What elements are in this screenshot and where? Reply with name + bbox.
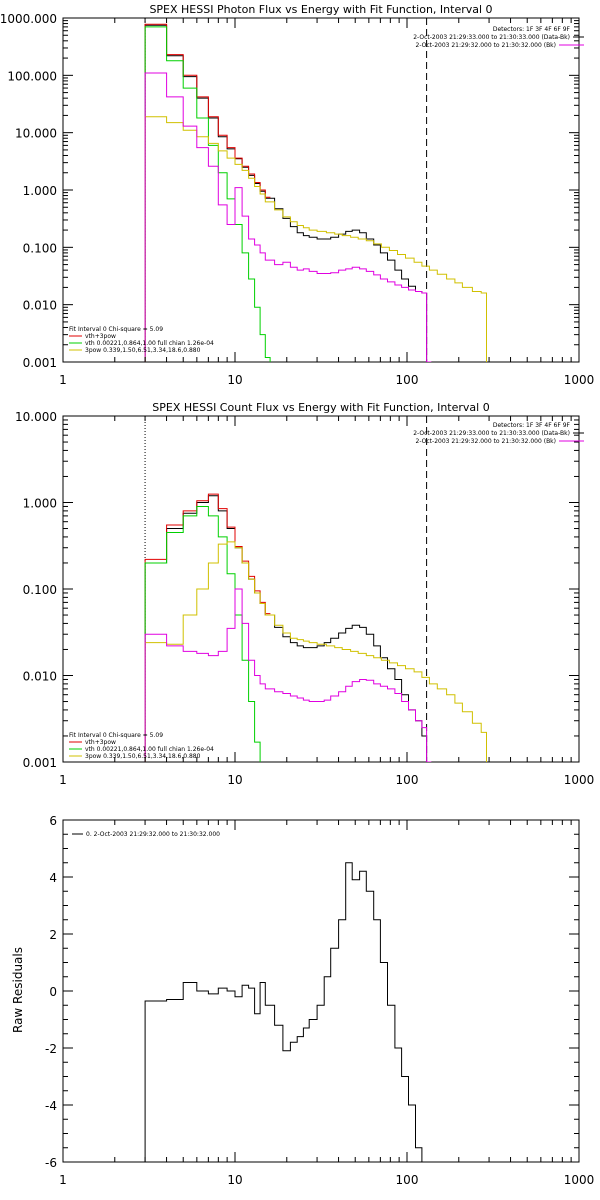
x-tick-label: 1000 bbox=[564, 773, 595, 787]
data-interval-label: 2-Oct-2003 21:29:33.000 to 21:30:33.000 … bbox=[413, 34, 570, 41]
count-flux-panel: SPEX HESSI Count Flux vs Energy with Fit… bbox=[15, 401, 594, 787]
x-tick-label: 10 bbox=[227, 373, 242, 387]
y-tick-label: 4 bbox=[49, 871, 57, 885]
y-tick-label: 0 bbox=[49, 985, 57, 999]
detectors-label: Detectors: 1F 3F 4F 6F 9F bbox=[493, 422, 571, 429]
fit-interval-label: Fit Interval 0 Chi-square = 5.09 bbox=[69, 326, 163, 333]
x-tick-label: 10 bbox=[227, 773, 242, 787]
residuals-ylabel: Raw Residuals bbox=[11, 947, 25, 1033]
x-tick-label: 100 bbox=[396, 373, 419, 387]
y-tick-label: 10.000 bbox=[15, 127, 57, 141]
series-vth bbox=[144, 506, 261, 762]
count-flux-ticks: 1 10 100 1000 0.001 0.010 0.100 1.000 10.000 bbox=[15, 410, 594, 787]
count-fit-legend: Fit Interval 0 Chi-square = 5.09 vth+3po… bbox=[69, 732, 214, 760]
y-tick-label: 0.100 bbox=[23, 241, 57, 255]
count-flux-info: Detectors: 1F 3F 4F 6F 9F 2-Oct-2003 21:… bbox=[413, 422, 584, 445]
x-tick-label: 1000 bbox=[564, 1173, 595, 1187]
residuals-ticks: 1 10 100 1000 -6 -4 -2 0 2 4 6 bbox=[45, 814, 594, 1187]
residuals-panel: 1 10 100 1000 -6 -4 -2 0 2 4 6 Raw Residuals 0. 2-… bbox=[11, 814, 594, 1187]
series-3pow bbox=[144, 541, 487, 762]
y-tick-label: 2 bbox=[49, 928, 57, 942]
fit-vth-label: vth 0.00221,0.864,1.00 full chian 1.26e-… bbox=[85, 340, 214, 347]
series-data-bk bbox=[144, 24, 432, 362]
y-tick-label: 0.010 bbox=[23, 299, 57, 313]
bk-interval-label: 2-Oct-2003 21:29:32.000 to 21:30:32.000 … bbox=[416, 42, 557, 49]
x-tick-label: 100 bbox=[396, 1173, 419, 1187]
series-data-bk bbox=[144, 495, 432, 762]
x-tick-label: 1000 bbox=[564, 373, 595, 387]
fit-total-label: vth+3pow bbox=[85, 333, 116, 340]
y-tick-label: 0.001 bbox=[23, 756, 57, 770]
y-tick-label: -6 bbox=[45, 1156, 57, 1170]
count-flux-title: SPEX HESSI Count Flux vs Energy with Fit… bbox=[152, 401, 489, 414]
series-vth bbox=[144, 26, 271, 362]
y-tick-label: 6 bbox=[49, 814, 57, 828]
plot-frame bbox=[62, 819, 580, 1163]
y-tick-label: 100.000 bbox=[7, 69, 57, 83]
y-tick-label: 1.000 bbox=[23, 497, 57, 511]
fit-3pow-label: 3pow 0.339,1.50,6.51,3.34,18.6,0.880 bbox=[85, 753, 201, 760]
fit-vth-label: vth 0.00221,0.864,1.00 full chian 1.26e-… bbox=[85, 746, 214, 753]
y-tick-label: 1000.000 bbox=[0, 12, 57, 26]
y-tick-label: 10.000 bbox=[15, 410, 57, 424]
residuals-plot bbox=[62, 819, 580, 1163]
detectors-label: Detectors: 1F 3F 4F 6F 9F bbox=[493, 26, 571, 33]
photon-flux-info: Detectors: 1F 3F 4F 6F 9F 2-Oct-2003 21:… bbox=[413, 26, 584, 49]
y-tick-label: 0.001 bbox=[23, 356, 57, 370]
series-vth-3pow bbox=[144, 493, 271, 762]
plot-frame bbox=[62, 415, 580, 763]
photon-flux-ticks: 1 10 100 1000 0.001 0.010 0.100 1.000 10.000 100.… bbox=[0, 12, 594, 387]
y-tick-label: -2 bbox=[45, 1042, 57, 1056]
series-bk bbox=[144, 588, 432, 762]
residuals-legend-label: 0. 2-Oct-2003 21:29:32.000 to 21:30:32.0… bbox=[86, 831, 220, 838]
photon-flux-plot bbox=[62, 17, 580, 363]
series-0-2-oct-2003-21-29-32-000-to-21-30-32-000 bbox=[144, 862, 432, 1162]
x-tick-label: 100 bbox=[396, 773, 419, 787]
photon-flux-title: SPEX HESSI Photon Flux vs Energy with Fi… bbox=[149, 3, 492, 16]
y-tick-label: -4 bbox=[45, 1099, 57, 1113]
y-tick-label: 0.100 bbox=[23, 583, 57, 597]
series-bk bbox=[144, 72, 432, 362]
y-tick-label: 0.010 bbox=[23, 670, 57, 684]
x-tick-label: 1 bbox=[59, 373, 67, 387]
photon-fit-legend: Fit Interval 0 Chi-square = 5.09 vth+3po… bbox=[69, 326, 214, 354]
plot-frame bbox=[62, 17, 580, 363]
fit-total-label: vth+3pow bbox=[85, 739, 116, 746]
series-3pow bbox=[144, 116, 487, 362]
series-vth-3pow bbox=[144, 23, 271, 362]
y-tick-label: 1.000 bbox=[23, 184, 57, 198]
bk-interval-label: 2-Oct-2003 21:29:32.000 to 21:30:32.000 … bbox=[416, 438, 557, 445]
photon-flux-panel: SPEX HESSI Photon Flux vs Energy with Fi… bbox=[0, 3, 594, 387]
x-tick-label: 10 bbox=[227, 1173, 242, 1187]
data-interval-label: 2-Oct-2003 21:29:33.000 to 21:30:33.000 … bbox=[413, 430, 570, 437]
x-tick-label: 1 bbox=[59, 773, 67, 787]
x-tick-label: 1 bbox=[59, 1173, 67, 1187]
fit-interval-label: Fit Interval 0 Chi-square = 5.09 bbox=[69, 732, 163, 739]
count-flux-plot bbox=[62, 415, 580, 763]
fit-3pow-label: 3pow 0.339,1.50,6.51,3.34,18.6,0.880 bbox=[85, 347, 201, 354]
